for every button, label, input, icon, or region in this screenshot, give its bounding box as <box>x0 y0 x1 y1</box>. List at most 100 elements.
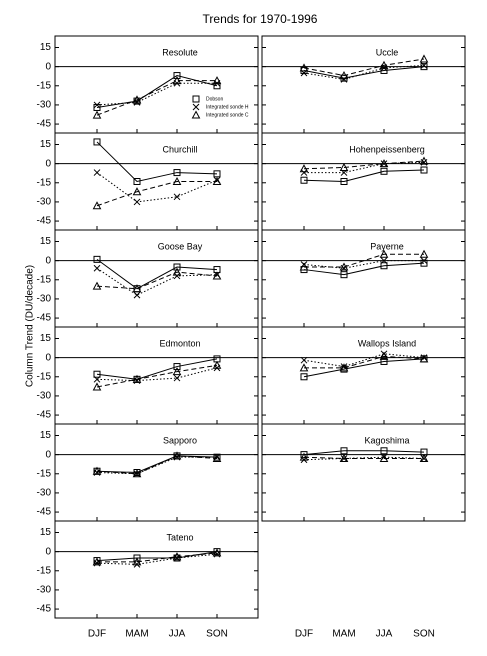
marker-square <box>300 373 308 381</box>
marker-triangle <box>212 548 222 557</box>
series-line <box>304 355 425 369</box>
y-tick-label: 15 <box>40 527 52 538</box>
marker-square <box>380 357 388 365</box>
panel-title: Churchill <box>162 144 197 154</box>
series-line <box>303 456 424 459</box>
marker-cross <box>93 375 101 383</box>
marker-triangle <box>379 351 389 360</box>
marker-triangle <box>379 453 389 462</box>
x-tick-label: SON <box>413 629 435 640</box>
panel-title: Hohenpeissenberg <box>349 144 425 154</box>
series-line <box>303 450 425 456</box>
series-line <box>303 358 425 378</box>
marker-triangle <box>92 110 102 119</box>
panel-title: Uccle <box>376 47 399 57</box>
y-tick-label: -30 <box>37 391 52 402</box>
series-line <box>96 267 218 296</box>
marker-square <box>192 95 200 103</box>
panel-title: Wallops Island <box>358 338 416 348</box>
marker-triangle <box>92 557 102 566</box>
panel-title: Kagoshima <box>364 435 409 445</box>
marker-cross <box>300 356 308 364</box>
series-line <box>96 172 218 203</box>
y-tick-label: -30 <box>37 488 52 499</box>
y-tick-label: -15 <box>37 468 52 479</box>
marker-cross <box>380 257 388 264</box>
series-line <box>303 66 425 79</box>
series-line <box>96 364 218 388</box>
series-line <box>96 455 218 475</box>
marker-triangle <box>191 110 201 119</box>
marker-triangle <box>379 60 389 69</box>
marker-triangle <box>339 262 349 271</box>
marker-cross <box>420 257 428 264</box>
panel-title: Goose Bay <box>158 241 203 251</box>
marker-triangle <box>132 557 142 566</box>
series-line <box>96 80 217 116</box>
legend-label: Integrated sonde C <box>206 112 249 118</box>
marker-square <box>380 447 388 455</box>
marker-square <box>420 166 428 174</box>
y-tick-label: -45 <box>37 507 52 518</box>
legend-label: Dobson <box>206 96 223 102</box>
y-tick-label: -45 <box>37 604 52 615</box>
marker-triangle <box>132 469 142 478</box>
marker-square <box>93 370 101 378</box>
y-tick-label: 0 <box>45 352 51 363</box>
x-tick-label: DJF <box>295 629 313 640</box>
panel-title: Sapporo <box>163 435 197 445</box>
y-tick-label: 0 <box>45 255 51 266</box>
y-tick-label: 0 <box>45 449 51 460</box>
marker-triangle <box>419 249 429 258</box>
marker-triangle <box>92 201 102 210</box>
marker-triangle <box>212 76 222 85</box>
y-tick-label: 0 <box>45 61 51 72</box>
panel-title: Payerne <box>370 241 404 251</box>
marker-cross <box>173 272 181 280</box>
panel-frame <box>261 423 466 522</box>
marker-square <box>133 178 141 185</box>
series-line <box>303 58 425 77</box>
y-tick-label: -30 <box>37 294 52 305</box>
marker-square <box>93 255 101 263</box>
x-tick-label: MAM <box>125 629 148 640</box>
panel-frame <box>54 520 259 619</box>
series-line <box>96 271 218 290</box>
marker-triangle <box>299 63 309 72</box>
marker-triangle <box>299 452 309 461</box>
series-line <box>97 552 218 563</box>
marker-triangle <box>299 262 309 271</box>
marker-square <box>340 178 348 185</box>
series-line <box>96 141 218 183</box>
marker-triangle <box>212 453 222 462</box>
x-tick-label: MAM <box>332 629 355 640</box>
marker-square <box>380 167 388 175</box>
marker-square <box>213 170 221 178</box>
y-tick-label: 0 <box>45 158 51 169</box>
y-tick-label: -30 <box>37 585 52 596</box>
marker-cross <box>133 198 141 206</box>
x-tick-label: JJA <box>376 629 393 640</box>
marker-triangle <box>419 156 429 165</box>
marker-triangle <box>419 354 429 363</box>
panel-title: Resolute <box>162 47 198 57</box>
series-line <box>304 161 425 174</box>
marker-square <box>300 176 308 184</box>
marker-triangle <box>379 159 389 168</box>
series-line <box>96 367 218 382</box>
marker-triangle <box>172 552 182 561</box>
marker-triangle <box>212 176 222 185</box>
y-tick-label: -45 <box>37 216 52 227</box>
y-tick-label: 0 <box>45 546 51 557</box>
y-tick-label: -45 <box>37 410 52 421</box>
series-line <box>303 353 425 368</box>
series-line <box>303 169 425 183</box>
y-tick-label: -15 <box>37 371 52 382</box>
marker-square <box>340 271 348 279</box>
marker-square <box>173 363 181 371</box>
series-line <box>303 456 425 461</box>
y-tick-label: -30 <box>37 197 52 208</box>
marker-square <box>380 262 388 270</box>
marker-triangle <box>132 284 142 293</box>
